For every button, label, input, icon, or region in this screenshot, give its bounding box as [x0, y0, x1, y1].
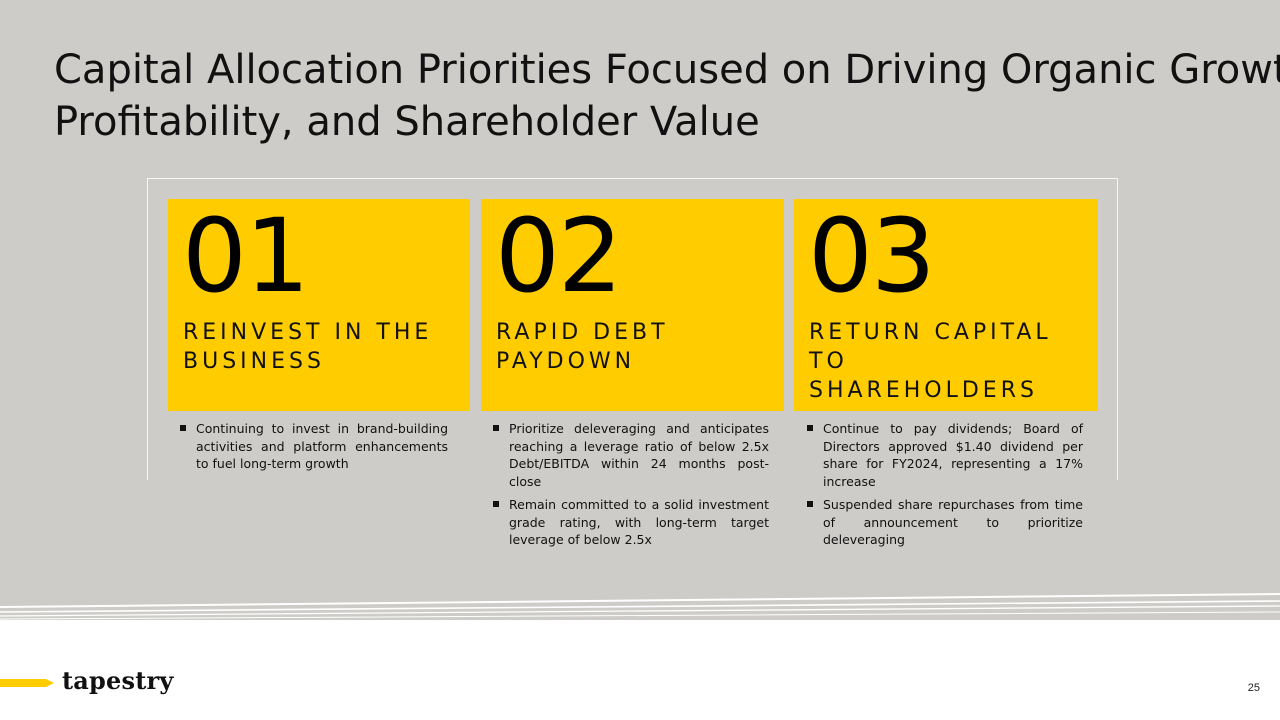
bullet-text: Continuing to invest in brand-building a… — [196, 421, 448, 471]
bullet-item: Suspended share repurchases from time of… — [805, 496, 1083, 549]
priority-card-2: 02 RAPID DEBT PAYDOWN — [481, 199, 784, 411]
bullet-square-icon — [180, 425, 186, 431]
bullet-text: Suspended share repurchases from time of… — [823, 497, 1083, 547]
slide-title-line-2: Profitability, and Shareholder Value — [54, 99, 760, 145]
bullet-square-icon — [807, 425, 813, 431]
bullet-text: Prioritize deleveraging and anticipates … — [509, 421, 769, 489]
page-number: 25 — [1247, 682, 1260, 694]
slide-title: Capital Allocation Priorities Focused on… — [54, 44, 1280, 148]
bullet-item: Continuing to invest in brand-building a… — [178, 420, 448, 473]
priority-number-1: 01 — [182, 197, 310, 316]
priorities-frame — [147, 178, 1118, 480]
priority-bullets-3: Continue to pay dividends; Board of Dire… — [805, 420, 1083, 555]
bullet-text: Remain committed to a solid investment g… — [509, 497, 769, 547]
bullet-text: Continue to pay dividends; Board of Dire… — [823, 421, 1083, 489]
priority-number-2: 02 — [495, 197, 623, 316]
priority-number-3: 03 — [808, 197, 936, 316]
bullet-item: Prioritize deleveraging and anticipates … — [491, 420, 769, 490]
bullet-square-icon — [493, 501, 499, 507]
priority-bullets-1: Continuing to invest in brand-building a… — [178, 420, 448, 479]
bullet-item: Continue to pay dividends; Board of Dire… — [805, 420, 1083, 490]
bullet-square-icon — [493, 425, 499, 431]
priority-bullets-2: Prioritize deleveraging and anticipates … — [491, 420, 769, 555]
priority-card-3: 03 RETURN CAPITAL TO SHAREHOLDERS — [794, 199, 1098, 411]
decorative-swoosh-lines — [0, 593, 1280, 620]
priority-card-1: 01 REINVEST IN THE BUSINESS — [168, 199, 470, 411]
priority-label-2: RAPID DEBT PAYDOWN — [496, 320, 669, 374]
tapestry-logo-bar-icon — [0, 679, 54, 687]
priority-label-1: REINVEST IN THE BUSINESS — [183, 320, 433, 374]
bullet-item: Remain committed to a solid investment g… — [491, 496, 769, 549]
bullet-square-icon — [807, 501, 813, 507]
priority-label-3: RETURN CAPITAL TO SHAREHOLDERS — [809, 320, 1052, 403]
slide-title-line-1: Capital Allocation Priorities Focused on… — [54, 47, 1280, 93]
tapestry-logo: tapestry — [62, 666, 174, 695]
